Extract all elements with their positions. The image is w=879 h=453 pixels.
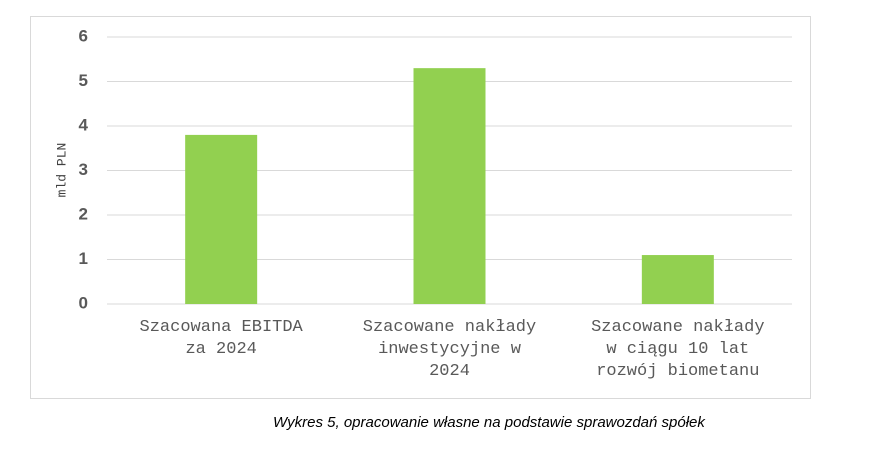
bar — [641, 255, 714, 304]
y-tick-label: 3 — [79, 160, 88, 179]
x-tick-label: Szacowane nakłady inwestycyjne w 2024 — [362, 318, 537, 381]
bar — [413, 68, 486, 305]
y-tick-label: 5 — [79, 71, 88, 90]
y-tick-label: 1 — [79, 249, 88, 268]
bar — [185, 134, 258, 304]
y-axis-title: mld PLN — [54, 143, 69, 198]
x-tick-label: Szacowana EBITDA za 2024 — [139, 318, 303, 359]
x-tick-label: Szacowane nakłady w ciągu 10 lat rozwój … — [591, 318, 765, 381]
y-tick-label: 6 — [79, 26, 88, 45]
y-tick-label: 4 — [79, 115, 89, 134]
caption: Wykres 5, opracowanie własne na podstawi… — [273, 414, 705, 431]
y-tick-label: 2 — [79, 204, 88, 223]
y-tick-label: 0 — [79, 293, 88, 312]
